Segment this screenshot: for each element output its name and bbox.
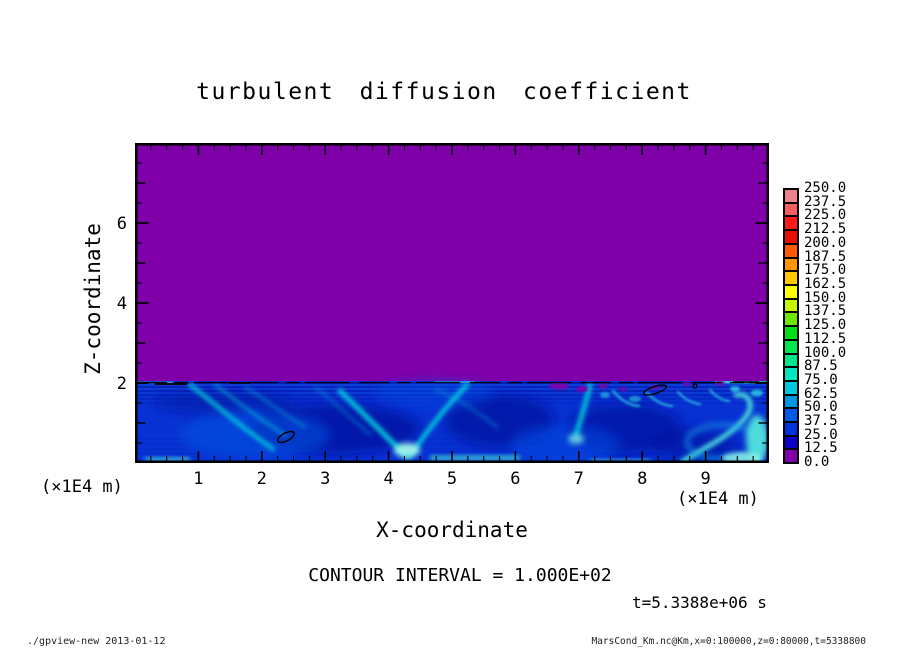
contour-ellipse-right (642, 384, 668, 396)
colorbar (783, 188, 799, 465)
x-tick-label: 2 (256, 469, 267, 489)
colorbar-level-label: 50.0 (804, 399, 838, 416)
x-tick-label: 6 (510, 469, 521, 489)
x-tick-label: 9 (700, 469, 711, 489)
colorbar-level-label: 162.5 (804, 275, 847, 292)
axis-frame (135, 143, 769, 463)
colorbar-level-label: 100.0 (804, 344, 847, 361)
x-axis-unit: (×1E4 m) (677, 489, 759, 509)
colorbar-level-label: 62.5 (804, 385, 838, 402)
y-tick-label: 2 (116, 374, 127, 394)
y-axis-unit: (×1E4 m) (41, 477, 123, 497)
y-tick-label: 4 (116, 294, 127, 314)
colorbar-level-label: 137.5 (804, 303, 847, 320)
x-tick-label: 7 (573, 469, 584, 489)
colorbar-cell (783, 448, 799, 465)
colorbar-level-label: 125.0 (804, 317, 847, 334)
plot-field (135, 143, 769, 463)
colorbar-level-label: 212.5 (804, 221, 847, 238)
interface-contour (137, 381, 767, 385)
y-tick-label: 6 (116, 214, 127, 234)
footer-command: ./gpview-new 2013-01-12 (27, 636, 166, 647)
contour-dot (692, 383, 698, 389)
plot-svg (135, 143, 769, 463)
wave-crests (600, 386, 763, 402)
colorbar-level-label: 150.0 (804, 289, 847, 306)
time-label: t=5.3388e+06 s (632, 593, 767, 612)
contour-ellipse-left (277, 430, 295, 444)
colorbar-level-label: 187.5 (804, 248, 847, 265)
colorbar-level-label: 200.0 (804, 234, 847, 251)
colorbar-level-label: 175.0 (804, 262, 847, 279)
heatmap-plot (135, 143, 769, 463)
x-axis-title: X-coordinate (376, 518, 528, 542)
billow-arcs (611, 388, 731, 408)
colorbar-level-label: 225.0 (804, 207, 847, 224)
colorbar-level-label: 237.5 (804, 193, 847, 210)
colorbar-level-label: 87.5 (804, 358, 838, 375)
x-tick-label: 4 (383, 469, 394, 489)
colorbar-level-label: 12.5 (804, 440, 838, 457)
x-tick-label: 1 (193, 469, 204, 489)
chart-title: turbulent diffusion coefficient (196, 79, 692, 105)
colorbar-level-label: 0.0 (804, 454, 830, 471)
x-tick-label: 3 (320, 469, 331, 489)
colorbar-level-label: 75.0 (804, 371, 838, 388)
colorbar-level-label: 37.5 (804, 413, 838, 430)
footer-datasource: MarsCond_Km.nc@Km,x=0:100000,z=0:80000,t… (591, 636, 866, 647)
contour-interval-label: CONTOUR INTERVAL = 1.000E+02 (308, 565, 612, 586)
colorbar-level-label: 25.0 (804, 426, 838, 443)
colorbar-level-label: 112.5 (804, 330, 847, 347)
x-tick-label: 8 (637, 469, 648, 489)
colorbar-level-label: 250.0 (804, 180, 847, 196)
axis-ticks (137, 145, 767, 461)
x-tick-label: 5 (446, 469, 458, 489)
